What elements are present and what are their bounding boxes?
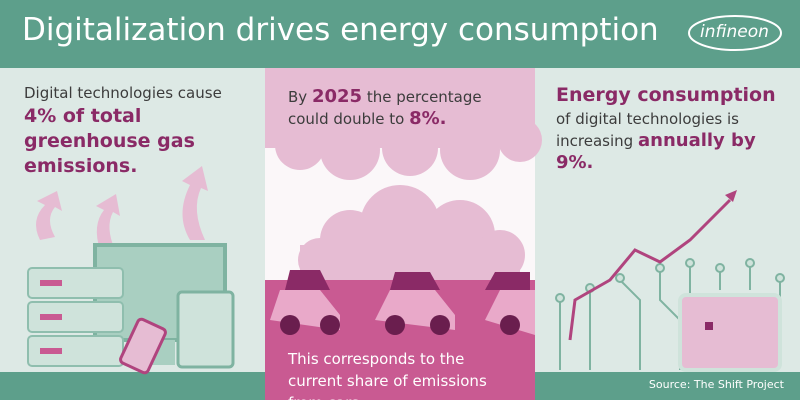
highlight: 8%.: [409, 108, 447, 129]
middle: of digital technologies is increasing: [556, 110, 739, 150]
logo: infineon: [700, 22, 769, 42]
panel-1-text: Digital technologies cause 4% of total g…: [24, 82, 254, 179]
highlight: annually by 9%.: [556, 130, 756, 173]
highlight: 4% of total greenhouse gas emissions.: [24, 105, 195, 177]
panel-3-text: Energy consumption of digital technologi…: [556, 82, 786, 174]
intro: Digital technologies cause: [24, 84, 222, 102]
lead: By: [288, 88, 308, 106]
source: Source: The Shift Project: [648, 378, 784, 391]
highlight-top: Energy consumption: [556, 84, 776, 106]
footer: This corresponds to the current share of…: [288, 350, 487, 400]
title: Digitalization drives energy consumption: [22, 12, 659, 48]
middle: the percentage could double to: [288, 88, 482, 128]
panel-2-text: By 2025 the percentage could double to 8…: [288, 86, 488, 130]
year: 2025: [311, 86, 363, 107]
